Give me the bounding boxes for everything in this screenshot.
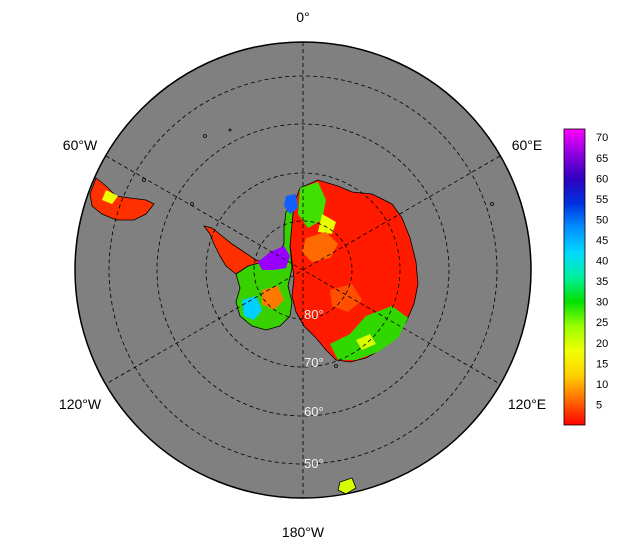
colorbar-tick-label: 5 [596,399,602,411]
coast-green-1 [298,182,326,228]
islet [203,134,207,138]
graticule [105,42,501,498]
ross-orange [262,286,284,310]
colorbar-tick-label: 15 [596,358,608,370]
colorbar-tick-label: 70 [596,132,608,144]
lat-circle-60 [156,123,450,417]
colorbar-tick-label: 25 [596,317,608,329]
meridian-60w-120e [105,155,501,385]
colorbar-ramp [563,128,586,426]
lon-label-upper-right: 60°E [512,137,543,153]
colorbar-tick-label: 20 [596,338,608,350]
lat-label-60: 60° [304,404,324,419]
lon-label-top: 0° [296,9,309,25]
colorbar-tick-label: 45 [596,235,608,247]
colorbar: 70 65 60 55 50 45 40 35 30 25 20 15 10 5 [563,128,608,426]
lat-label-80: 80° [304,307,324,322]
lat-circle-70 [205,172,401,368]
map-border [74,41,532,499]
colorbar-tick-label: 35 [596,276,608,288]
east-coast-green [330,306,408,360]
colorbar-tick-label: 40 [596,256,608,268]
colorbar-tick-label: 55 [596,194,608,206]
lat-label-50: 50° [304,456,324,471]
lat-label-70: 70° [304,355,324,370]
interior-orange-2 [330,284,362,312]
colorbar-tick-label: 60 [596,173,608,185]
coast-yellow-1 [318,214,336,234]
colorbar-tick-label: 65 [596,153,608,165]
lon-label-bottom: 180°W [282,524,325,540]
islet [142,178,146,182]
islet [334,364,338,368]
colorbar-tick-label: 10 [596,379,608,391]
islet [228,128,232,132]
island-south [337,477,357,495]
antarctica-landmass [203,179,419,363]
weddell-patch [258,246,290,270]
lat-circle-80 [253,220,353,320]
lon-label-upper-left: 60°W [63,137,98,153]
ross-cyan [242,296,262,320]
islet [490,202,494,206]
south-america-yellow [102,190,118,204]
colorbar-tick-label: 50 [596,214,608,226]
colorbar-tick-label: 30 [596,297,608,309]
colorbar-ticks: 70 65 60 55 50 45 40 35 30 25 20 15 10 5 [596,132,608,411]
weddell-blue [284,194,298,214]
lon-label-lower-left: 120°W [59,396,102,412]
lon-label-lower-right: 120°E [508,396,546,412]
east-coast-yellow [356,334,376,350]
